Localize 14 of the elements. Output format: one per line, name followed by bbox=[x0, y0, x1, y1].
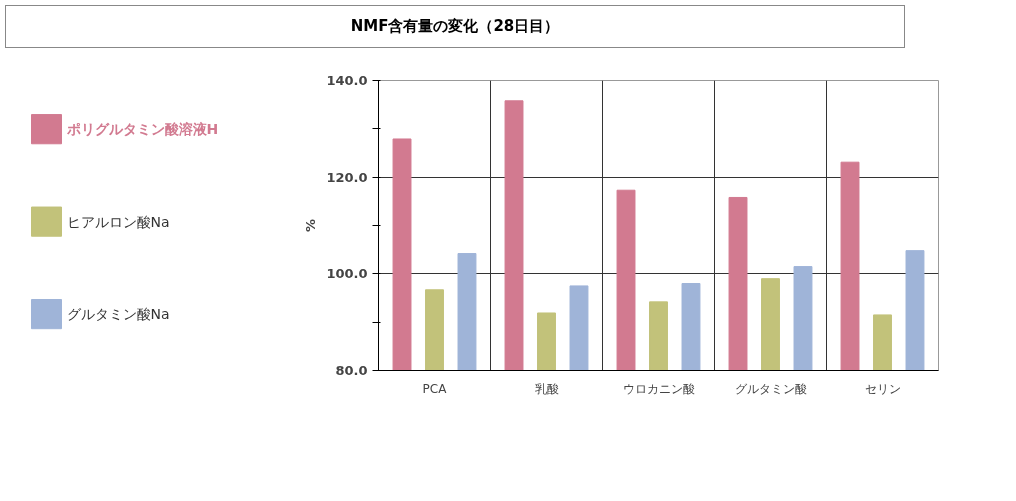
legend-label: ポリグルタミン酸溶液H bbox=[65, 121, 219, 138]
x-tick-label: PCA bbox=[422, 381, 448, 396]
y-tick-label: 80.0 bbox=[335, 363, 368, 378]
x-tick-label: セリン bbox=[864, 381, 901, 396]
y-tick-label: 100.0 bbox=[326, 266, 368, 282]
y-tick-label: 120.0 bbox=[326, 169, 368, 185]
chart-title: NMF含有量の変化（28日目） bbox=[5, 5, 905, 49]
legend-label: ヒアルロン酸Na bbox=[66, 213, 170, 230]
x-tick-label: グルタミン酸 bbox=[734, 381, 807, 396]
x-tick-label: 乳酸 bbox=[534, 381, 559, 396]
legend-label: グルタミン酸Na bbox=[66, 306, 170, 323]
y-tick-label: 140.0 bbox=[326, 73, 368, 88]
x-tick-label: ウロカニン酸 bbox=[622, 381, 695, 396]
y-axis-title: % bbox=[303, 218, 319, 233]
